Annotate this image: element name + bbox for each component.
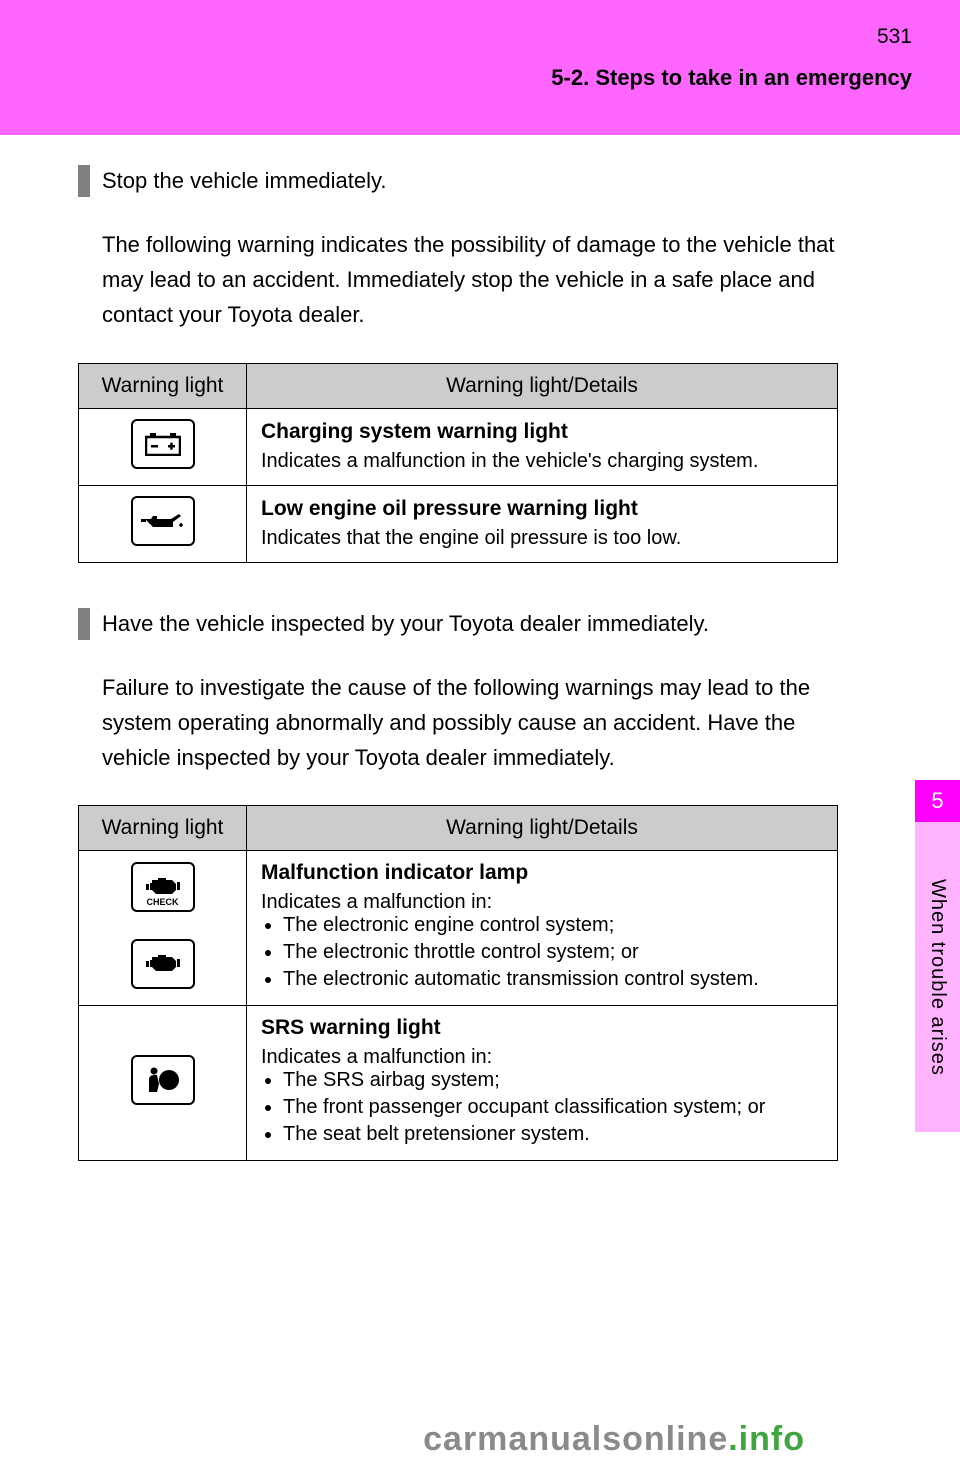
table1-header-details: Warning light/Details [247,363,838,408]
section1-title: Stop the vehicle immediately. [102,168,387,194]
list-item: The electronic throttle control system; … [283,941,823,964]
airbag-icon [131,1055,195,1105]
engine-check-icon-cell: CHECK [79,851,247,929]
list-item: The front passenger occupant classificat… [283,1096,823,1119]
section-bar [78,608,90,640]
list-item: The seat belt pretensioner system. [283,1123,823,1146]
section1-heading: Stop the vehicle immediately. [78,165,838,197]
section-bar [78,165,90,197]
chapter-number: 5 [931,788,943,814]
table-row: Low engine oil pressure warning light In… [79,485,838,562]
section2-body: Failure to investigate the cause of the … [102,670,838,776]
oil-icon-cell [79,485,247,562]
oil-details: Low engine oil pressure warning light In… [247,485,838,562]
row-desc-pre: Indicates a malfunction in: [261,891,823,914]
chapter-label: When trouble arises [926,879,949,1076]
watermark-text-a: carmanualsonline [423,1420,728,1458]
header-band: 531 5-2. Steps to take in an emergency [0,0,960,135]
row-desc-pre: Indicates a malfunction in: [261,1046,823,1069]
row-title: Malfunction indicator lamp [261,861,823,885]
table-row: Charging system warning light Indicates … [79,408,838,485]
battery-icon-cell [79,408,247,485]
side-tab-chapter-number: 5 [915,780,960,822]
section1-table: Warning light Warning light/Details [78,363,838,563]
row-bullets: The electronic engine control system; Th… [261,914,823,991]
table-row: SRS warning light Indicates a malfunctio… [79,1006,838,1161]
oil-icon [131,496,195,546]
row-title: Low engine oil pressure warning light [261,497,823,521]
row-desc: Indicates that the engine oil pressure i… [261,527,823,550]
engine-check-icon: CHECK [131,862,195,912]
list-item: The SRS airbag system; [283,1069,823,1092]
row-title: Charging system warning light [261,420,823,444]
manual-page: 531 5-2. Steps to take in an emergency 5… [0,0,960,1484]
row-title: SRS warning light [261,1016,823,1040]
list-item: The electronic engine control system; [283,914,823,937]
srs-details: SRS warning light Indicates a malfunctio… [247,1006,838,1161]
battery-icon [131,419,195,469]
content-area: Stop the vehicle immediately. The follow… [78,165,838,1206]
battery-details: Charging system warning light Indicates … [247,408,838,485]
section2-table: Warning light Warning light/Details CHE [78,805,838,1161]
list-item: The electronic automatic transmission co… [283,968,823,991]
row-desc: Indicates a malfunction in the vehicle's… [261,450,823,473]
table1-header-light: Warning light [79,363,247,408]
section1-body: The following warning indicates the poss… [102,227,838,333]
table2-header-light: Warning light [79,806,247,851]
table-row: CHECK Malfunction indicator lamp Indicat… [79,851,838,929]
breadcrumb: 5-2. Steps to take in an emergency [551,65,912,91]
watermark-text-b: .info [728,1420,805,1458]
mil-details: Malfunction indicator lamp Indicates a m… [247,851,838,1006]
side-tab-chapter-label: When trouble arises [915,822,960,1132]
table2-header-details: Warning light/Details [247,806,838,851]
row-bullets: The SRS airbag system; The front passeng… [261,1069,823,1146]
section2-title: Have the vehicle inspected by your Toyot… [102,611,709,637]
engine-icon-cell [79,928,247,1006]
watermark: carmanualsonline.info [423,1420,805,1459]
section2-heading: Have the vehicle inspected by your Toyot… [78,608,838,640]
page-number: 531 [877,25,912,49]
airbag-icon-cell [79,1006,247,1161]
engine-icon [131,939,195,989]
